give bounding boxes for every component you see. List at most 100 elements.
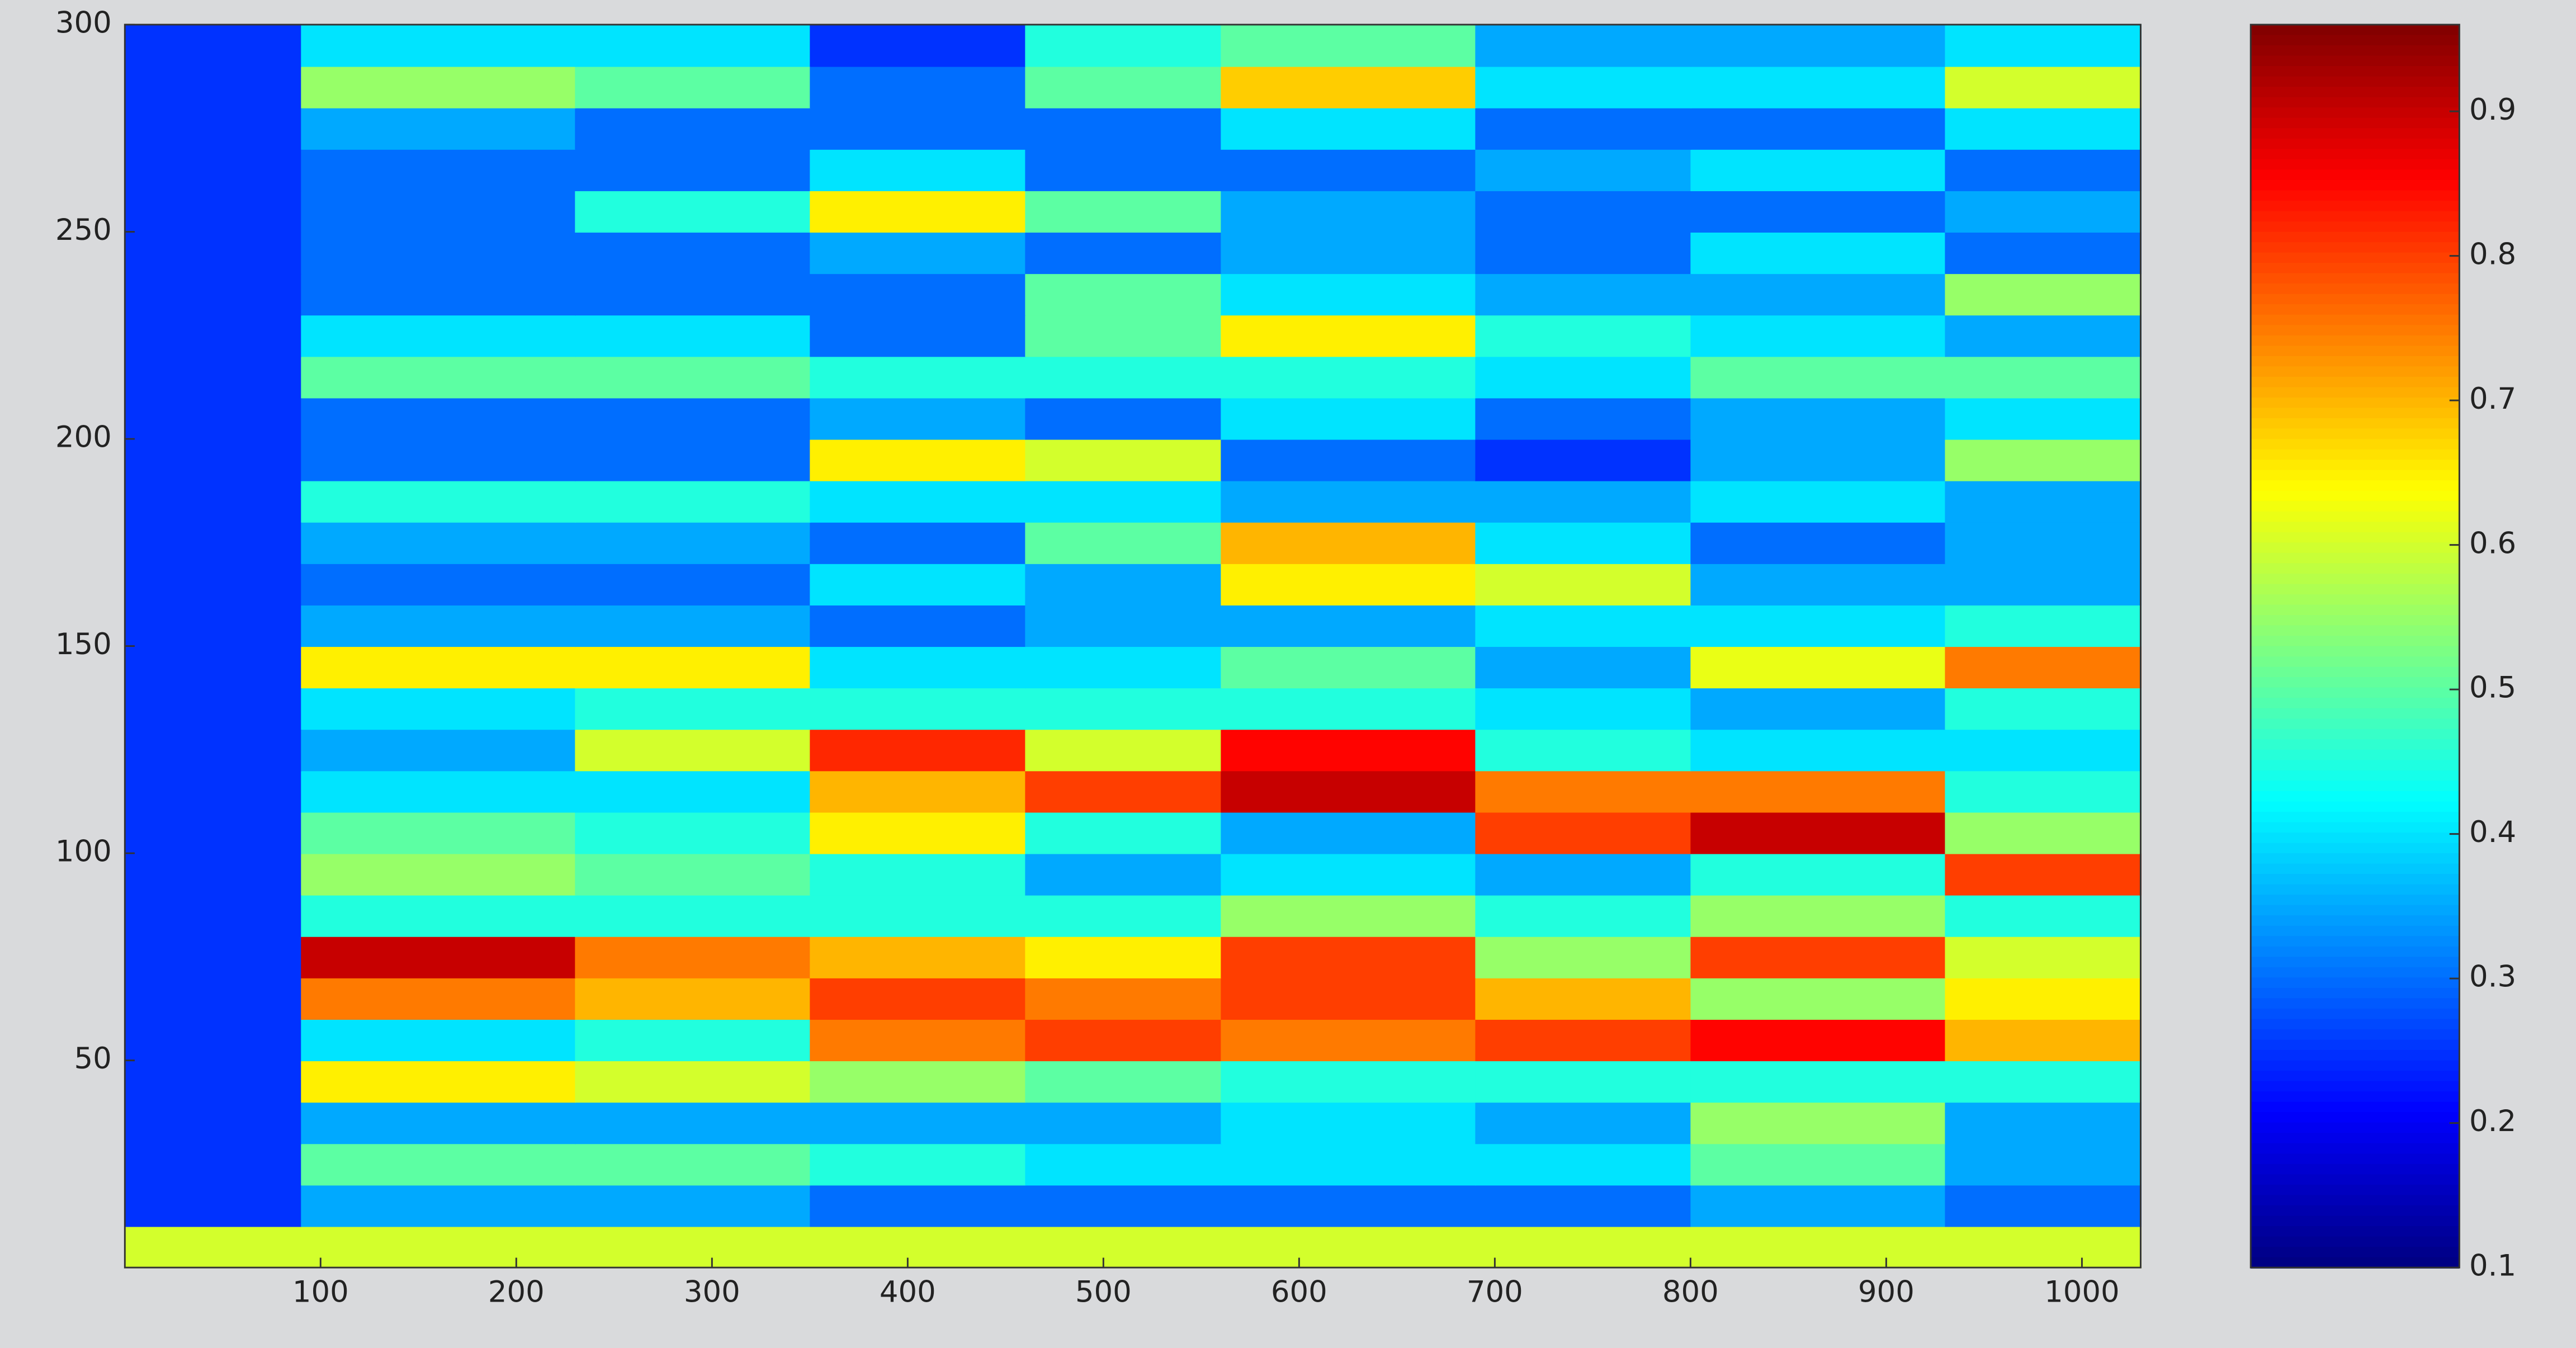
heatmap-cell bbox=[1690, 770, 1946, 813]
heatmap-cell bbox=[1025, 1060, 1222, 1103]
heatmap-cell bbox=[301, 231, 576, 275]
heatmap-cell bbox=[125, 811, 302, 854]
colorbar-swatch bbox=[2251, 532, 2460, 544]
heatmap-cell bbox=[1690, 1226, 1946, 1269]
colorbar-swatch bbox=[2251, 376, 2460, 389]
colorbar-swatch bbox=[2251, 998, 2460, 1010]
heatmap-cell bbox=[1221, 149, 1476, 191]
heatmap-cell bbox=[1025, 811, 1222, 854]
colorbar-swatch bbox=[2251, 480, 2460, 492]
heatmap-cell bbox=[1945, 25, 2142, 67]
heatmap-cell bbox=[1221, 1101, 1476, 1144]
heatmap-cell bbox=[810, 936, 1026, 978]
colorbar-swatch bbox=[2251, 1184, 2460, 1196]
heatmap-cell bbox=[575, 356, 811, 399]
heatmap-cell bbox=[301, 1226, 576, 1269]
heatmap-cell bbox=[1690, 149, 1946, 191]
colorbar-swatch bbox=[2251, 708, 2460, 720]
colorbar-swatch bbox=[2251, 1247, 2460, 1259]
heatmap-cell bbox=[1475, 604, 1691, 647]
heatmap-cell bbox=[1945, 397, 2142, 440]
colorbar-swatch bbox=[2251, 987, 2460, 1000]
heatmap-cell bbox=[1025, 895, 1222, 937]
heatmap-cell bbox=[810, 439, 1026, 481]
colorbar-swatch bbox=[2251, 1205, 2460, 1217]
colorbar-swatch bbox=[2251, 936, 2460, 948]
heatmap-cell bbox=[575, 646, 811, 689]
heatmap-cell bbox=[1945, 770, 2142, 813]
heatmap-cell bbox=[1025, 1226, 1222, 1269]
x-tick-label: 100 bbox=[292, 1275, 349, 1309]
heatmap-cell bbox=[1221, 563, 1476, 606]
colorbar-swatch bbox=[2251, 563, 2460, 575]
heatmap-cell bbox=[301, 646, 576, 689]
colorbar-swatch bbox=[2251, 874, 2460, 886]
heatmap-cell bbox=[1690, 1060, 1946, 1103]
colorbar-swatch bbox=[2251, 625, 2460, 637]
heatmap-cell bbox=[1945, 563, 2142, 606]
heatmap-cell bbox=[810, 107, 1026, 150]
heatmap-cell bbox=[1475, 273, 1691, 316]
colorbar-swatch bbox=[2251, 159, 2460, 171]
heatmap-cell bbox=[1945, 66, 2142, 108]
heatmap-cell bbox=[1945, 1226, 2142, 1269]
colorbar-swatch bbox=[2251, 791, 2460, 803]
heatmap-cell bbox=[301, 936, 576, 978]
colorbar-swatch bbox=[2251, 346, 2460, 357]
heatmap-cell bbox=[301, 1101, 576, 1144]
heatmap-cell bbox=[1025, 273, 1222, 316]
heatmap-cell bbox=[1945, 604, 2142, 647]
heatmap-cell bbox=[1475, 356, 1691, 399]
heatmap-cell bbox=[1475, 1226, 1691, 1269]
heatmap-cell bbox=[1690, 1101, 1946, 1144]
heatmap-cell bbox=[1025, 1143, 1222, 1186]
colorbar-swatch bbox=[2251, 895, 2460, 906]
colorbar-swatch bbox=[2251, 781, 2460, 792]
heatmap-cell bbox=[1221, 231, 1476, 275]
heatmap-cell bbox=[1475, 149, 1691, 191]
heatmap-cell bbox=[301, 1060, 576, 1103]
heatmap-cell bbox=[575, 604, 811, 647]
colorbar-swatch bbox=[2251, 408, 2460, 419]
heatmap-cell bbox=[125, 853, 302, 896]
colorbar-swatch bbox=[2251, 646, 2460, 658]
colorbar-tick-label: 0.7 bbox=[2469, 382, 2516, 416]
heatmap-cell bbox=[1945, 1060, 2142, 1103]
heatmap-cell bbox=[1475, 895, 1691, 937]
colorbar-swatch bbox=[2251, 1257, 2460, 1269]
heatmap-cell bbox=[301, 356, 576, 399]
heatmap-cell bbox=[1690, 853, 1946, 896]
x-tick-label: 200 bbox=[488, 1275, 545, 1309]
heatmap-cell bbox=[1221, 936, 1476, 978]
colorbar-swatch bbox=[2251, 87, 2460, 98]
heatmap-cell bbox=[1690, 1143, 1946, 1186]
heatmap-cell bbox=[1221, 811, 1476, 854]
colorbar-swatch bbox=[2251, 294, 2460, 305]
heatmap-cell bbox=[1690, 936, 1946, 978]
heatmap-cell bbox=[125, 439, 302, 481]
heatmap-cell bbox=[301, 439, 576, 481]
heatmap-cell bbox=[810, 895, 1026, 937]
heatmap-cell bbox=[301, 397, 576, 440]
x-tick-label: 400 bbox=[880, 1275, 936, 1309]
heatmap-cell bbox=[301, 25, 576, 67]
colorbar-swatch bbox=[2251, 760, 2460, 772]
heatmap-cell bbox=[301, 687, 576, 730]
colorbar-swatch bbox=[2251, 231, 2460, 243]
heatmap-cell bbox=[301, 811, 576, 854]
heatmap-cell bbox=[125, 687, 302, 730]
y-tick-label: 200 bbox=[55, 420, 112, 455]
heatmap-cell bbox=[1690, 397, 1946, 440]
heatmap-cell bbox=[575, 107, 811, 150]
colorbar-swatch bbox=[2251, 853, 2460, 865]
heatmap-cell bbox=[301, 190, 576, 233]
heatmap-cell bbox=[575, 853, 811, 896]
heatmap-cell bbox=[575, 1226, 811, 1269]
heatmap-cell bbox=[1690, 107, 1946, 150]
colorbar-swatch bbox=[2251, 811, 2460, 824]
colorbar: 0.1 0.2 0.3 0.4 0.5 0.6 0.7 0.8 0.9 bbox=[2249, 23, 2516, 1283]
colorbar-swatch bbox=[2251, 200, 2460, 212]
heatmap-cell bbox=[1025, 66, 1222, 108]
heatmap-cell bbox=[575, 936, 811, 978]
